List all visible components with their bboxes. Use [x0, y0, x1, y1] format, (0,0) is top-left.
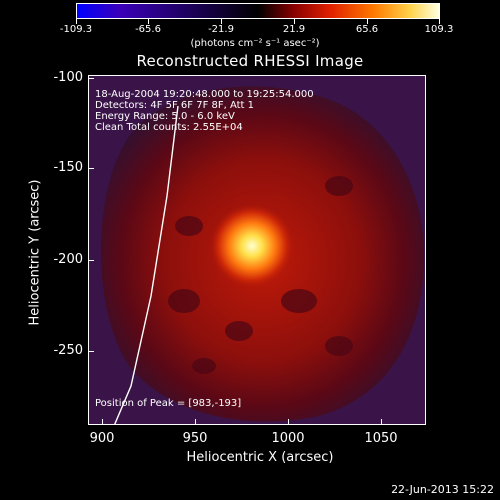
x-tick-label: 1000	[271, 431, 305, 446]
clean-counts-text: Clean Total counts: 2.55E+04	[95, 122, 243, 133]
colorbar-tick-label: 21.9	[282, 24, 306, 35]
plot-title: Reconstructed RHESSI Image	[136, 52, 364, 70]
y-tick	[88, 78, 94, 79]
y-tick-label: -100	[53, 70, 83, 85]
x-tick	[102, 419, 103, 425]
colorbar-tick	[294, 19, 295, 24]
detectors-text: Detectors: 4F 5F 6F 7F 8F, Att 1	[95, 100, 255, 111]
y-tick	[88, 260, 94, 261]
x-tick	[195, 419, 196, 425]
y-tick-label: -150	[53, 160, 83, 175]
colorbar-tick	[367, 19, 368, 24]
x-tick-label: 1050	[364, 431, 398, 446]
colorbar-tick-label: -65.6	[135, 24, 161, 35]
generation-timestamp: 22-Jun-2013 15:22	[391, 483, 494, 496]
y-tick-label: -250	[53, 343, 83, 358]
x-tick	[288, 419, 289, 425]
x-tick-label: 950	[182, 431, 208, 446]
colorbar-tick-label: -109.3	[59, 24, 93, 35]
x-tick	[381, 419, 382, 425]
colorbar	[76, 3, 440, 19]
colorbar-tick-label: -21.9	[208, 24, 234, 35]
y-tick-label: -200	[53, 252, 83, 267]
colorbar-tick	[76, 19, 77, 24]
rhessi-image-plot[interactable]: 18-Aug-2004 19:20:48.000 to 19:25:54.000…	[88, 75, 426, 425]
peak-position-text: Position of Peak = [983,-193]	[95, 398, 242, 409]
x-tick-label: 900	[89, 431, 115, 446]
colorbar-tick	[221, 19, 222, 24]
time-range-text: 18-Aug-2004 19:20:48.000 to 19:25:54.000	[95, 89, 314, 100]
colorbar-tick-label: 109.3	[424, 24, 454, 35]
x-axis-label: Heliocentric X (arcsec)	[186, 450, 334, 465]
y-tick	[88, 351, 94, 352]
y-axis-label: Heliocentric Y (arcsec)	[27, 179, 43, 326]
y-tick	[88, 168, 94, 169]
colorbar-tick	[439, 19, 440, 24]
colorbar-tick-label: 65.6	[355, 24, 379, 35]
rhessi-image	[89, 76, 425, 424]
energy-range-text: Energy Range: 5.0 - 6.0 keV	[95, 111, 235, 122]
colorbar-tick	[148, 19, 149, 24]
colorbar-units-label: (photons cm⁻² s⁻¹ asec⁻²)	[190, 38, 320, 49]
